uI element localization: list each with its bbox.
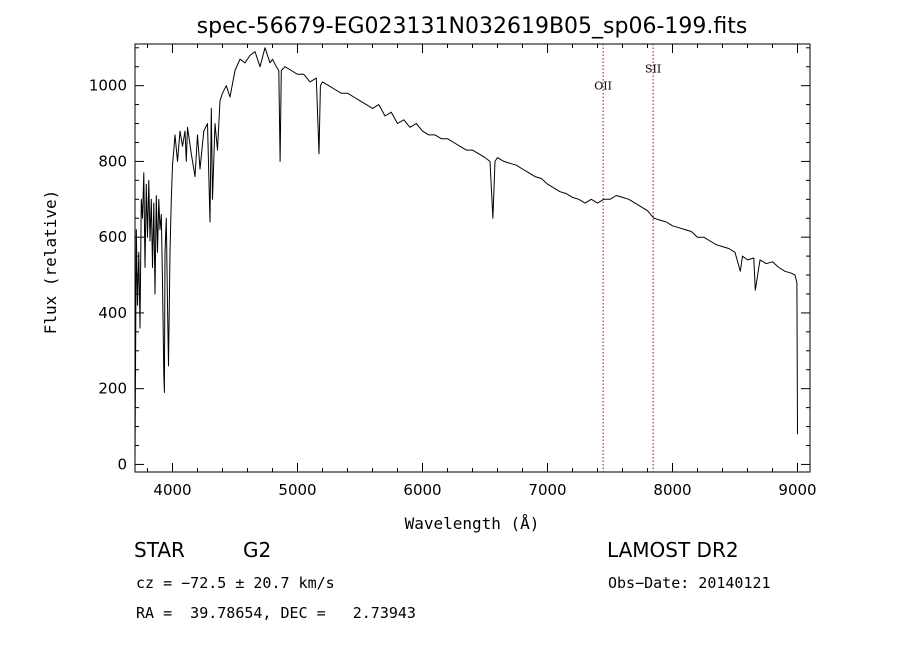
x-tick-label: 7000 (528, 481, 566, 499)
emission-line-label: SII (645, 62, 661, 75)
spectrum-line (135, 47, 798, 461)
object-class: STAR (134, 538, 185, 562)
survey-name: LAMOST DR2 (607, 538, 739, 562)
x-tick-label: 6000 (403, 481, 441, 499)
object-subclass: G2 (243, 538, 272, 562)
x-tick-label: 4000 (153, 481, 191, 499)
redshift-cz: cz = −72.5 ± 20.7 km/s (136, 574, 335, 592)
plot-area: 4000 5000 6000 7000 8000 9000 0 200 400 600 800 100… (89, 43, 817, 499)
observation-date: Obs−Date: 20140121 (608, 574, 771, 592)
y-tick-label: 400 (98, 304, 127, 322)
y-tick-label: 1000 (89, 77, 127, 95)
y-tick-label: 0 (117, 455, 127, 473)
x-tick-label: 9000 (778, 481, 816, 499)
spectrum-chart: spec-56679-EG023131N032619B05_sp06-199.f… (41, 14, 817, 533)
ra-dec-coordinates: RA = 39.78654, DEC = 2.73943 (136, 604, 416, 622)
y-tick-label: 200 (98, 380, 127, 398)
chart-title: spec-56679-EG023131N032619B05_sp06-199.f… (197, 14, 748, 39)
x-tick-label: 5000 (278, 481, 316, 499)
y-tick-label: 600 (98, 228, 127, 246)
y-tick-label: 800 (98, 152, 127, 170)
y-axis-label: Flux (relative) (41, 190, 60, 335)
plot-frame (134, 43, 811, 473)
x-axis-label: Wavelength (Å) (405, 514, 540, 533)
emission-line-label: OII (594, 79, 612, 92)
x-tick-label: 8000 (653, 481, 691, 499)
